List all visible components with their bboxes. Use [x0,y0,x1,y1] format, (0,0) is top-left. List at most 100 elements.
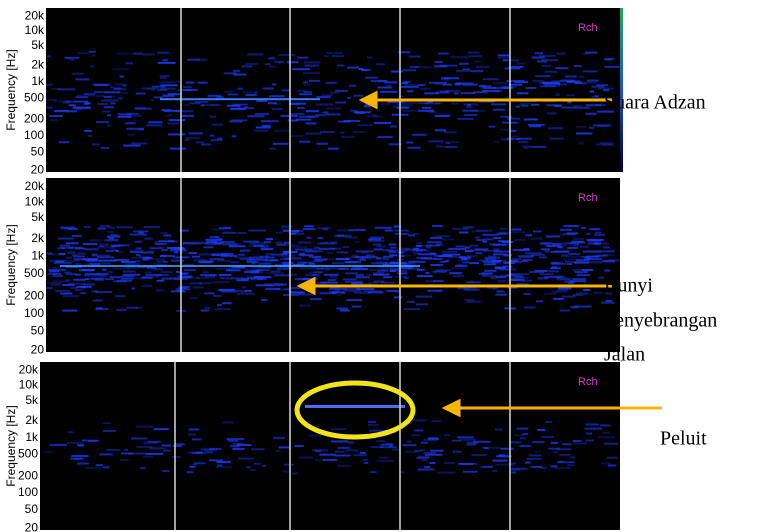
noise-cell [193,259,207,262]
noise-cell [401,254,411,257]
noise-cell [491,277,497,280]
noise-cell [508,469,521,472]
noise-cell [573,442,587,445]
noise-cell [452,450,462,453]
noise-cell [376,257,381,260]
noise-cell [574,261,589,264]
noise-cell [369,269,384,272]
annotation-label: Penyebrangan [604,310,717,332]
noise-cell [403,263,412,266]
noise-cell [152,262,162,265]
noise-cell [211,281,230,284]
noise-cell [544,244,555,247]
noise-cell [598,97,610,100]
noise-cell [335,101,347,104]
noise-cell [317,226,331,229]
noise-cell [334,454,351,457]
noise-cell [462,226,476,229]
noise-cell [505,59,519,62]
noise-cell [166,246,184,249]
noise-cell [400,100,405,103]
noise-cell [236,443,252,446]
noise-cell [463,288,480,291]
noise-cell [206,240,218,243]
noise-cell [231,266,246,269]
noise-cell [336,307,348,310]
noise-cell [492,459,508,462]
noise-cell [344,236,358,239]
noise-cell [275,231,284,234]
noise-cell [189,297,199,300]
noise-cell [294,278,307,281]
noise-cell [364,76,378,79]
noise-cell [542,81,560,84]
noise-cell [563,232,577,235]
noise-cell [122,273,141,276]
noise-cell [380,446,397,449]
noise-cell [551,263,566,266]
noise-cell [496,290,506,293]
noise-cell [253,129,269,132]
noise-cell [467,51,480,54]
noise-cell [85,259,101,262]
noise-cell [425,272,430,275]
noise-cell [344,287,361,290]
noise-cell [189,102,201,105]
noise-cell [116,226,133,229]
noise-cell [288,287,305,290]
noise-cell [398,51,411,54]
noise-cell [445,141,459,144]
noise-cell [555,67,569,70]
noise-cell [324,82,335,85]
noise-cell [246,258,252,261]
noise-cell [398,254,405,257]
noise-cell [521,104,529,107]
noise-cell [388,143,402,146]
noise-cell [239,249,251,252]
noise-cell [324,113,341,116]
noise-cell [121,275,135,278]
noise-cell [530,103,540,106]
noise-cell [539,273,554,276]
noise-cell [142,455,154,458]
noise-cell [560,79,575,82]
noise-cell [412,249,430,252]
noise-cell [110,86,115,89]
noise-cell [551,290,568,293]
noise-cell [170,80,181,83]
noise-cell [420,448,425,451]
noise-cell [605,259,620,262]
noise-cell [427,241,442,244]
noise-cell [65,279,71,282]
noise-cell [211,228,225,231]
noise-cell [164,114,173,117]
noise-cell [564,75,577,78]
noise-cell [457,287,471,290]
noise-cell [452,274,465,277]
noise-cell [59,244,70,247]
noise-cell [348,84,357,87]
noise-cell [388,251,397,254]
noise-cell [499,227,508,230]
noise-cell [155,289,165,292]
noise-cell [389,445,394,448]
noise-cell [541,248,550,251]
noise-cell [203,246,214,249]
noise-cell [167,133,186,136]
noise-cell [245,269,263,272]
noise-cell [520,277,529,280]
noise-cell [389,254,394,257]
noise-cell [416,248,427,251]
noise-cell [379,90,398,93]
noise-cell [194,462,206,465]
noise-cell [438,52,449,55]
noise-cell [131,287,136,290]
noise-cell [601,462,611,465]
noise-cell [162,94,175,97]
noise-cell [241,277,249,280]
noise-cell [255,112,270,115]
noise-cell [336,64,345,67]
noise-cell [93,91,104,94]
noise-cell [463,226,473,229]
noise-cell [388,243,397,246]
